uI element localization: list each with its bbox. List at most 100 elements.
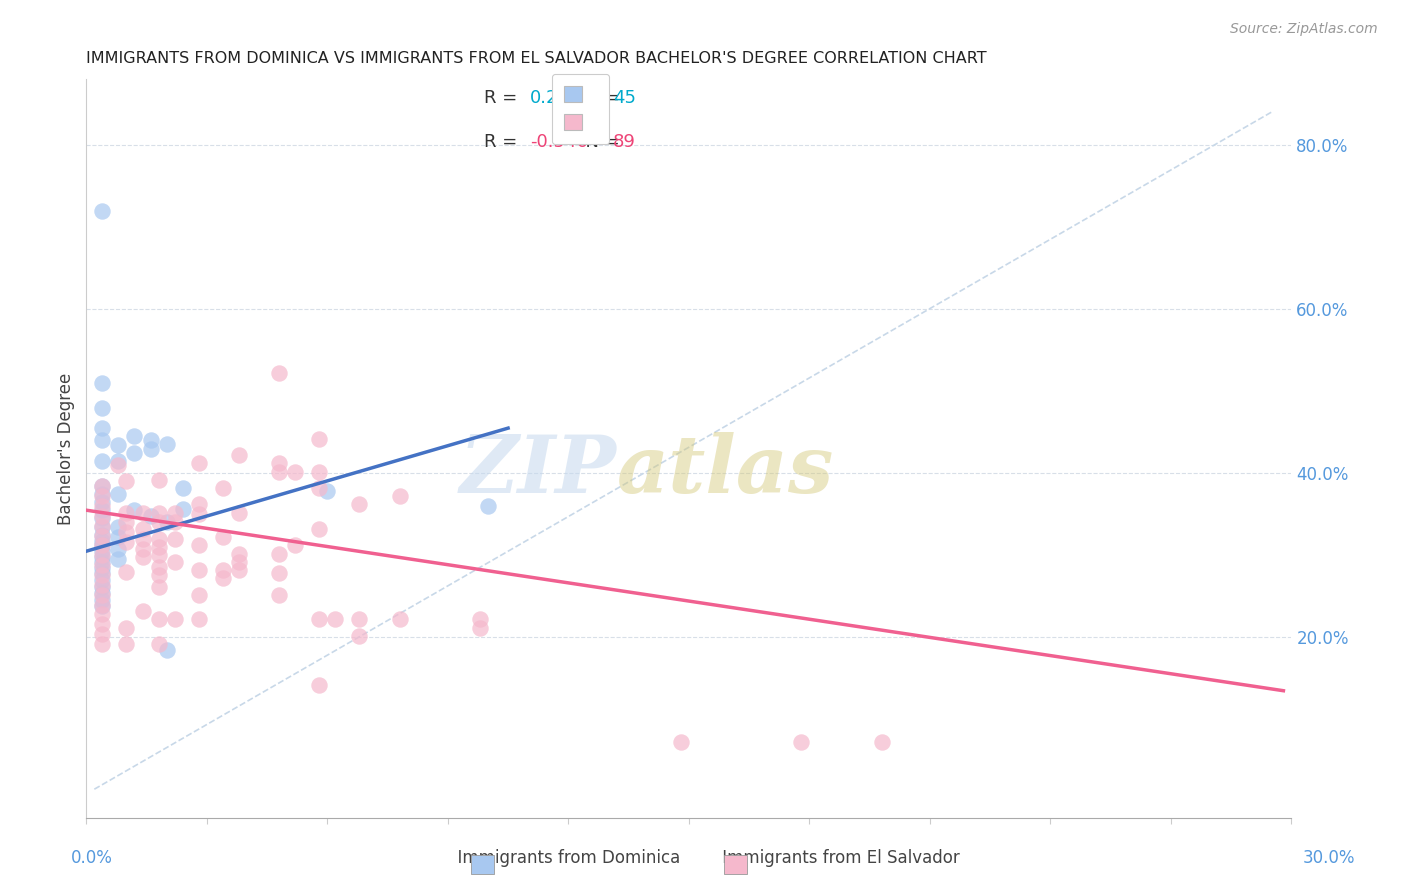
Point	[91, 560, 114, 574]
Point	[187, 539, 209, 553]
Point	[91, 203, 114, 218]
Point	[139, 442, 162, 456]
Y-axis label: Bachelor's Degree: Bachelor's Degree	[58, 373, 75, 524]
Point	[388, 489, 411, 503]
Point	[269, 465, 291, 479]
Point	[107, 437, 129, 451]
Point	[163, 612, 186, 626]
Point	[91, 573, 114, 587]
Point	[148, 580, 170, 594]
Point	[91, 592, 114, 607]
Point	[115, 535, 138, 549]
Point	[316, 484, 339, 499]
Point	[91, 549, 114, 563]
Text: -0.546: -0.546	[530, 133, 588, 151]
Point	[388, 612, 411, 626]
Point	[228, 506, 250, 520]
Point	[187, 508, 209, 522]
Point	[308, 481, 330, 495]
Point	[115, 637, 138, 651]
Point	[163, 532, 186, 546]
Point	[91, 580, 114, 594]
Point	[91, 578, 114, 592]
Point	[115, 525, 138, 540]
Point	[91, 617, 114, 632]
Point	[139, 508, 162, 523]
Point	[131, 541, 153, 556]
Point	[131, 532, 153, 546]
Point	[269, 566, 291, 581]
Point	[91, 599, 114, 614]
Point	[156, 642, 179, 657]
Point	[148, 612, 170, 626]
Point	[228, 563, 250, 577]
Point	[91, 508, 114, 523]
Point	[91, 478, 114, 492]
Point	[148, 540, 170, 554]
Text: 30.0%: 30.0%	[1302, 849, 1355, 867]
Point	[91, 495, 114, 509]
Point	[148, 473, 170, 487]
Point	[163, 506, 186, 520]
Point	[308, 522, 330, 536]
Point	[91, 499, 114, 513]
Point	[148, 637, 170, 651]
Text: 45: 45	[613, 89, 636, 107]
Point	[91, 586, 114, 600]
Point	[91, 376, 114, 390]
Point	[228, 448, 250, 462]
Point	[107, 487, 129, 501]
Point	[91, 519, 114, 533]
Point	[269, 366, 291, 380]
Point	[468, 612, 491, 626]
Point	[91, 503, 114, 517]
Point	[91, 511, 114, 525]
Point	[325, 612, 347, 626]
Legend: , : ,	[551, 74, 609, 145]
Point	[115, 621, 138, 635]
Point	[477, 499, 499, 513]
Point	[131, 522, 153, 536]
Point	[91, 607, 114, 622]
Point	[156, 516, 179, 530]
Point	[91, 637, 114, 651]
Text: atlas: atlas	[617, 432, 834, 509]
Text: R =: R =	[484, 133, 523, 151]
Point	[91, 539, 114, 553]
Point	[115, 565, 138, 579]
Text: 0.246: 0.246	[530, 89, 581, 107]
Text: Immigrants from Dominica        Immigrants from El Salvador: Immigrants from Dominica Immigrants from…	[447, 849, 959, 867]
Point	[468, 621, 491, 635]
Point	[148, 516, 170, 530]
Point	[115, 516, 138, 530]
Point	[187, 457, 209, 471]
Point	[308, 432, 330, 446]
Point	[107, 454, 129, 468]
Point	[91, 566, 114, 581]
Point	[669, 735, 692, 749]
Point	[156, 436, 179, 450]
Point	[91, 544, 114, 558]
Text: ZIP: ZIP	[460, 432, 617, 509]
Text: N =: N =	[575, 133, 626, 151]
Point	[308, 465, 330, 479]
Point	[131, 604, 153, 618]
Text: 0.0%: 0.0%	[70, 849, 112, 867]
Point	[269, 457, 291, 471]
Text: R =: R =	[484, 89, 523, 107]
Point	[308, 678, 330, 692]
Point	[107, 458, 129, 472]
Point	[349, 629, 371, 643]
Point	[91, 489, 114, 503]
Point	[349, 612, 371, 626]
Point	[91, 528, 114, 542]
Point	[172, 481, 194, 495]
Point	[91, 434, 114, 448]
Point	[91, 539, 114, 553]
Point	[131, 506, 153, 520]
Point	[269, 588, 291, 602]
Point	[131, 549, 153, 564]
Point	[148, 549, 170, 563]
Text: IMMIGRANTS FROM DOMINICA VS IMMIGRANTS FROM EL SALVADOR BACHELOR'S DEGREE CORREL: IMMIGRANTS FROM DOMINICA VS IMMIGRANTS F…	[86, 51, 987, 66]
Point	[172, 502, 194, 516]
